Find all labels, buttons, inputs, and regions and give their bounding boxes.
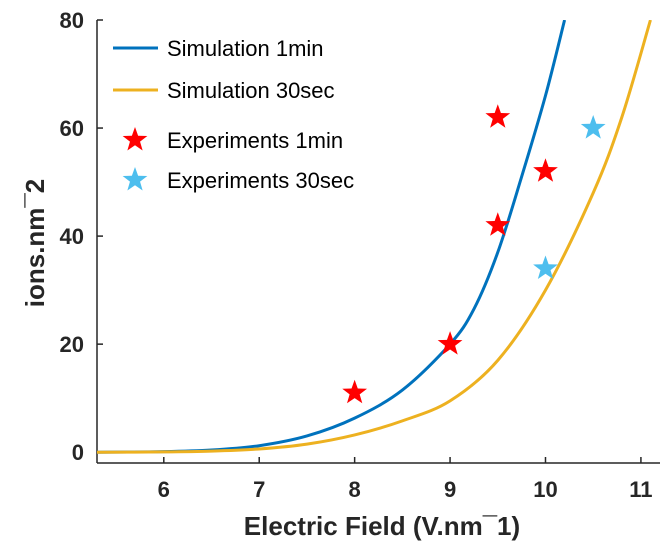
y-tick-label: 40 [60,224,84,249]
series-line-simulation-30sec [97,20,652,454]
legend-box [104,30,424,200]
legend-label-simulation-30sec: Simulation 30sec [167,78,335,103]
data-point-experiments-1min [533,158,558,182]
y-axis-title: ions.nm¯2 [20,179,50,308]
x-tick-label: 8 [349,477,361,502]
data-point-experiments-1min [437,331,463,355]
legend-swatch-experiments-30sec [122,167,148,191]
x-tick-label: 9 [444,477,456,502]
series-layer [97,20,652,454]
data-point-experiments-1min [342,379,368,404]
data-point-experiments-30sec [533,255,558,280]
data-point-experiments-1min [485,212,511,236]
data-point-experiments-1min [485,104,511,128]
legend-label-experiments-30sec: Experiments 30sec [167,168,354,193]
y-tick-label: 80 [60,8,84,33]
x-tick-label: 6 [158,477,170,502]
y-tick-label: 60 [60,116,84,141]
legend-label-experiments-1min: Experiments 1min [167,128,343,153]
x-tick-label: 10 [533,477,557,502]
labels-layer: Electric Field (V.nm¯1) ions.nm¯2 [20,179,520,541]
x-tick-label: 7 [253,477,265,502]
y-tick-label: 20 [60,332,84,357]
axes-layer: 6 7 8 9 10 11 0 20 40 60 80 [60,8,660,502]
legend-layer: Simulation 1min Simulation 30sec Experimen… [104,30,424,200]
y-tick-label: 0 [72,440,84,465]
data-point-experiments-30sec [580,115,606,139]
x-axis-title: Electric Field (V.nm¯1) [244,511,520,541]
legend-swatch-experiments-1min [122,127,148,151]
x-tick-label: 11 [629,477,652,502]
legend-label-simulation-1min: Simulation 1min [167,36,324,61]
